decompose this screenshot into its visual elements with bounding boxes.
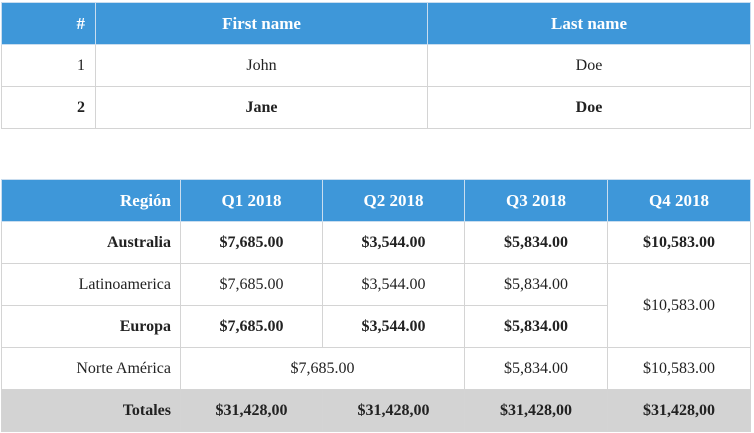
region-cell: Europa: [1, 305, 181, 348]
header-q3[interactable]: Q3 2018: [464, 179, 608, 222]
q1-cell: $7,685.00: [180, 263, 323, 306]
row-number: 2: [1, 86, 96, 129]
header-q2[interactable]: Q2 2018: [322, 179, 465, 222]
totals-label: Totales: [1, 389, 181, 432]
last-name-cell: Doe: [427, 44, 751, 87]
q3-cell: $5,834.00: [464, 263, 608, 306]
q3-cell: $5,834.00: [464, 221, 608, 264]
first-name-cell: John: [95, 44, 428, 87]
region-cell: Norte América: [1, 347, 181, 390]
header-last-name[interactable]: Last name: [427, 2, 751, 45]
totals-row: Totales $31,428,00 $31,428,00 $31,428,00…: [1, 389, 751, 432]
q4-merged-cell: $10,583.00: [607, 263, 751, 348]
last-name-cell: Doe: [427, 86, 751, 129]
table-row: 1 John Doe: [1, 44, 751, 87]
q1-cell: $7,685.00: [180, 221, 323, 264]
q1-cell: $7,685.00: [180, 305, 323, 348]
q2-cell: $3,544.00: [322, 305, 465, 348]
region-cell: Australia: [1, 221, 181, 264]
q1-q2-merged-cell: $7,685.00: [180, 347, 465, 390]
table-row: 2 Jane Doe: [1, 86, 751, 129]
q4-cell: $10,583.00: [607, 347, 751, 390]
header-number[interactable]: #: [1, 2, 96, 45]
table-header-row: Región Q1 2018 Q2 2018 Q3 2018 Q4 2018: [1, 179, 751, 222]
header-q1[interactable]: Q1 2018: [180, 179, 323, 222]
table-row: Australia $7,685.00 $3,544.00 $5,834.00 …: [1, 221, 751, 264]
total-q3: $31,428,00: [464, 389, 608, 432]
first-name-cell: Jane: [95, 86, 428, 129]
total-q2: $31,428,00: [322, 389, 465, 432]
row-number: 1: [1, 44, 96, 87]
header-first-name[interactable]: First name: [95, 2, 428, 45]
q3-cell: $5,834.00: [464, 347, 608, 390]
q4-cell: $10,583.00: [607, 221, 751, 264]
total-q1: $31,428,00: [180, 389, 323, 432]
total-q4: $31,428,00: [607, 389, 751, 432]
table-header-row: # First name Last name: [1, 2, 751, 45]
header-region[interactable]: Región: [1, 179, 181, 222]
region-cell: Latinoamerica: [1, 263, 181, 306]
names-table: # First name Last name 1 John Doe 2 Jane…: [1, 2, 751, 129]
header-q4[interactable]: Q4 2018: [607, 179, 751, 222]
table-row: Norte América $7,685.00 $5,834.00 $10,58…: [1, 347, 751, 390]
q2-cell: $3,544.00: [322, 263, 465, 306]
table-row: Europa $7,685.00 $3,544.00 $5,834.00: [1, 305, 751, 348]
regional-sales-table: Región Q1 2018 Q2 2018 Q3 2018 Q4 2018 A…: [1, 179, 751, 432]
q3-cell: $5,834.00: [464, 305, 608, 348]
table-row: Latinoamerica $7,685.00 $3,544.00 $5,834…: [1, 263, 751, 348]
q2-cell: $3,544.00: [322, 221, 465, 264]
